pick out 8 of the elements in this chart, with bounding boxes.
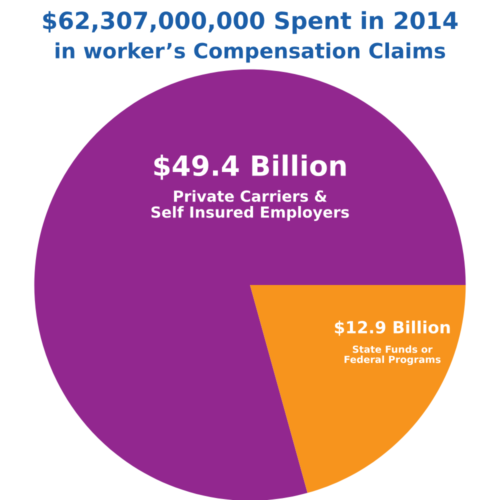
chart-title: $62,307,000,000 Spent in 2014	[43, 11, 458, 34]
pie-slice	[34, 69, 466, 500]
chart-subtitle: in worker’s Compensation Claims	[56, 42, 446, 63]
pie-slice	[250, 285, 466, 493]
slice-label: State Funds or Federal Programs	[344, 345, 441, 366]
data-label: $49.4 Billion	[154, 154, 346, 180]
data-label: $12.9 Billion	[334, 320, 450, 336]
slice-label: Private Carriers & Self Insured Employers	[151, 190, 349, 221]
